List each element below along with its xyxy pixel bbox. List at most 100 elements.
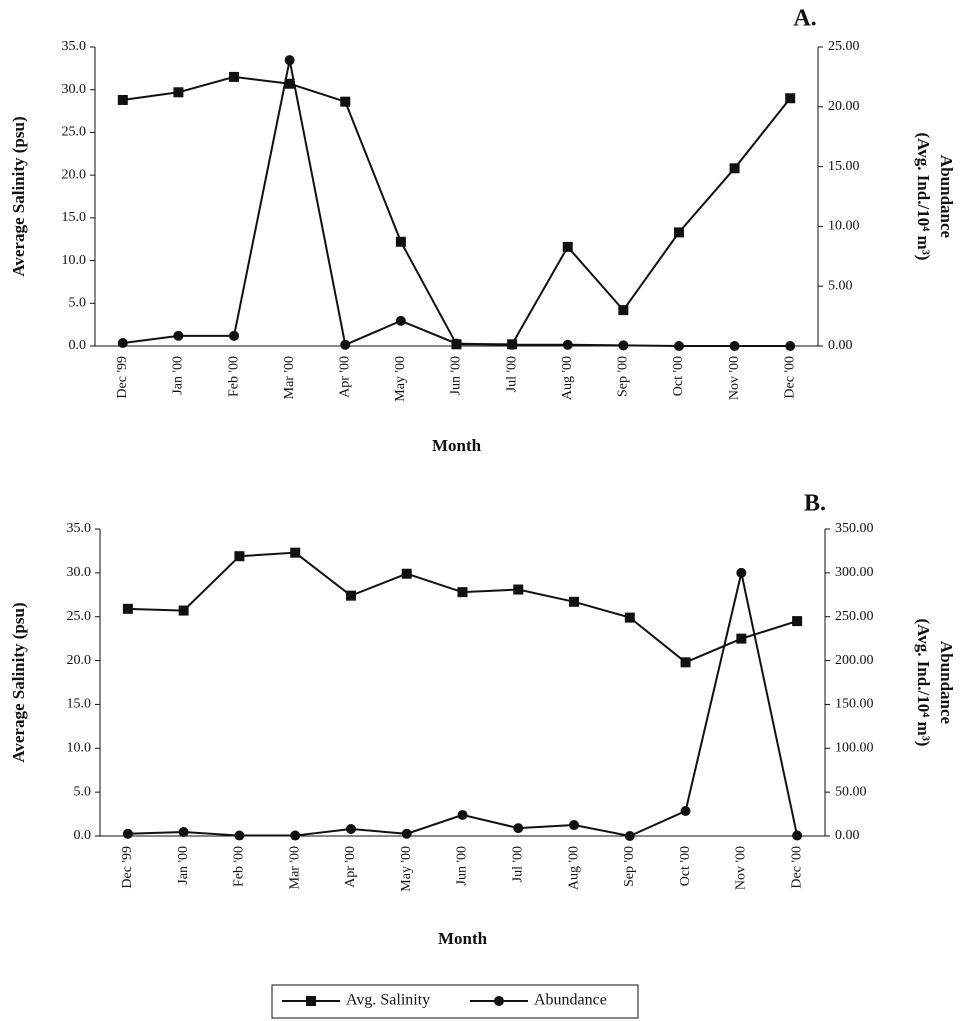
y2-tick-label: 15.00 — [828, 159, 860, 174]
series-line — [128, 573, 797, 836]
marker — [785, 341, 795, 351]
legend-marker — [306, 996, 316, 1006]
marker — [179, 827, 189, 837]
marker — [290, 831, 300, 841]
marker — [340, 340, 350, 350]
y2-tick-label: 50.00 — [835, 784, 867, 799]
y-tick-label: 0.0 — [74, 828, 92, 843]
y-tick-label: 20.0 — [67, 653, 92, 668]
y-tick-label: 30.0 — [62, 82, 87, 97]
marker — [285, 55, 295, 65]
x-tick-label: Aug '00 — [560, 356, 575, 400]
y2-tick-label: 10.00 — [828, 219, 860, 234]
marker — [452, 339, 462, 349]
legend-label: Abundance — [534, 992, 607, 1009]
page: {"chart_data": [ {"type": "line", "title… — [0, 0, 965, 1021]
marker — [229, 331, 239, 341]
x-tick-label: Dec '99 — [115, 356, 130, 399]
x-axis-label: Month — [432, 436, 482, 455]
y-tick-label: 15.0 — [62, 210, 87, 225]
series-line — [123, 60, 790, 346]
marker — [513, 585, 523, 595]
y2-axis-label: Abundance — [937, 155, 956, 239]
marker — [625, 831, 635, 841]
x-tick-label: Jul '00 — [504, 356, 519, 392]
x-axis-label: Month — [438, 929, 488, 948]
marker — [118, 338, 128, 348]
marker — [229, 72, 239, 82]
y2-tick-label: 5.00 — [828, 278, 853, 293]
marker — [173, 87, 183, 97]
x-tick-label: Nov '00 — [727, 356, 742, 400]
y-tick-label: 15.0 — [67, 697, 92, 712]
marker — [563, 242, 573, 252]
y2-tick-label: 250.00 — [835, 609, 874, 624]
y-axis-label: Average Salinity (psu) — [9, 602, 28, 762]
marker — [458, 587, 468, 597]
y-tick-label: 25.0 — [62, 125, 87, 140]
series-line — [128, 553, 797, 663]
figure: A.0.05.010.015.020.025.030.035.00.005.00… — [0, 0, 965, 1021]
x-tick-label: Aug '00 — [566, 846, 581, 890]
y-tick-label: 20.0 — [62, 167, 87, 182]
y-axis-label: Average Salinity (psu) — [9, 116, 28, 276]
x-tick-label: Dec '00 — [782, 356, 797, 399]
marker — [674, 227, 684, 237]
y2-tick-label: 0.00 — [835, 828, 860, 843]
y-tick-label: 30.0 — [67, 565, 92, 580]
marker — [736, 568, 746, 578]
x-tick-label: Mar '00 — [287, 846, 302, 889]
marker — [402, 829, 412, 839]
y2-tick-label: 0.00 — [828, 338, 853, 353]
x-tick-label: Nov '00 — [734, 846, 749, 890]
x-tick-label: Jul '00 — [510, 846, 525, 882]
marker — [402, 569, 412, 579]
chart-title: B. — [804, 491, 826, 517]
y2-tick-label: 150.00 — [835, 697, 874, 712]
x-tick-label: May '00 — [393, 356, 408, 402]
marker — [625, 613, 635, 623]
x-tick-label: Sep '00 — [616, 356, 631, 397]
y2-tick-label: 100.00 — [835, 741, 874, 756]
x-tick-label: Apr '00 — [343, 846, 358, 888]
marker — [681, 657, 691, 667]
y-tick-label: 35.0 — [67, 521, 92, 536]
y2-axis-label: (Avg. Ind./10⁴ m³) — [914, 619, 933, 747]
y2-tick-label: 25.00 — [828, 39, 860, 54]
y2-axis-label: Abundance — [937, 641, 956, 725]
series-line — [123, 77, 790, 344]
x-tick-label: Sep '00 — [622, 846, 637, 887]
y2-tick-label: 300.00 — [835, 565, 874, 580]
x-tick-label: Dec '00 — [789, 846, 804, 889]
marker — [234, 551, 244, 561]
y2-tick-label: 200.00 — [835, 653, 874, 668]
marker — [290, 548, 300, 558]
x-tick-label: Jan '00 — [176, 846, 191, 885]
marker — [346, 591, 356, 601]
marker — [569, 820, 579, 830]
marker — [674, 341, 684, 351]
y-tick-label: 25.0 — [67, 609, 92, 624]
y-tick-label: 5.0 — [74, 784, 92, 799]
x-tick-label: Oct '00 — [671, 356, 686, 396]
marker — [792, 831, 802, 841]
marker — [118, 95, 128, 105]
marker — [396, 237, 406, 247]
y-tick-label: 10.0 — [62, 253, 87, 268]
marker — [123, 604, 133, 614]
x-tick-label: Apr '00 — [337, 356, 352, 398]
y2-axis-label: (Avg. Ind./10⁴ m³) — [914, 133, 933, 261]
marker — [513, 823, 523, 833]
x-tick-label: Jun '00 — [455, 846, 470, 885]
y-tick-label: 10.0 — [67, 741, 92, 756]
marker — [792, 616, 802, 626]
marker — [507, 340, 517, 350]
marker — [618, 305, 628, 315]
marker — [618, 340, 628, 350]
marker — [179, 606, 189, 616]
x-tick-label: Mar '00 — [282, 356, 297, 399]
marker — [569, 597, 579, 607]
y-tick-label: 35.0 — [62, 39, 87, 54]
marker — [346, 824, 356, 834]
y-tick-label: 0.0 — [69, 338, 87, 353]
